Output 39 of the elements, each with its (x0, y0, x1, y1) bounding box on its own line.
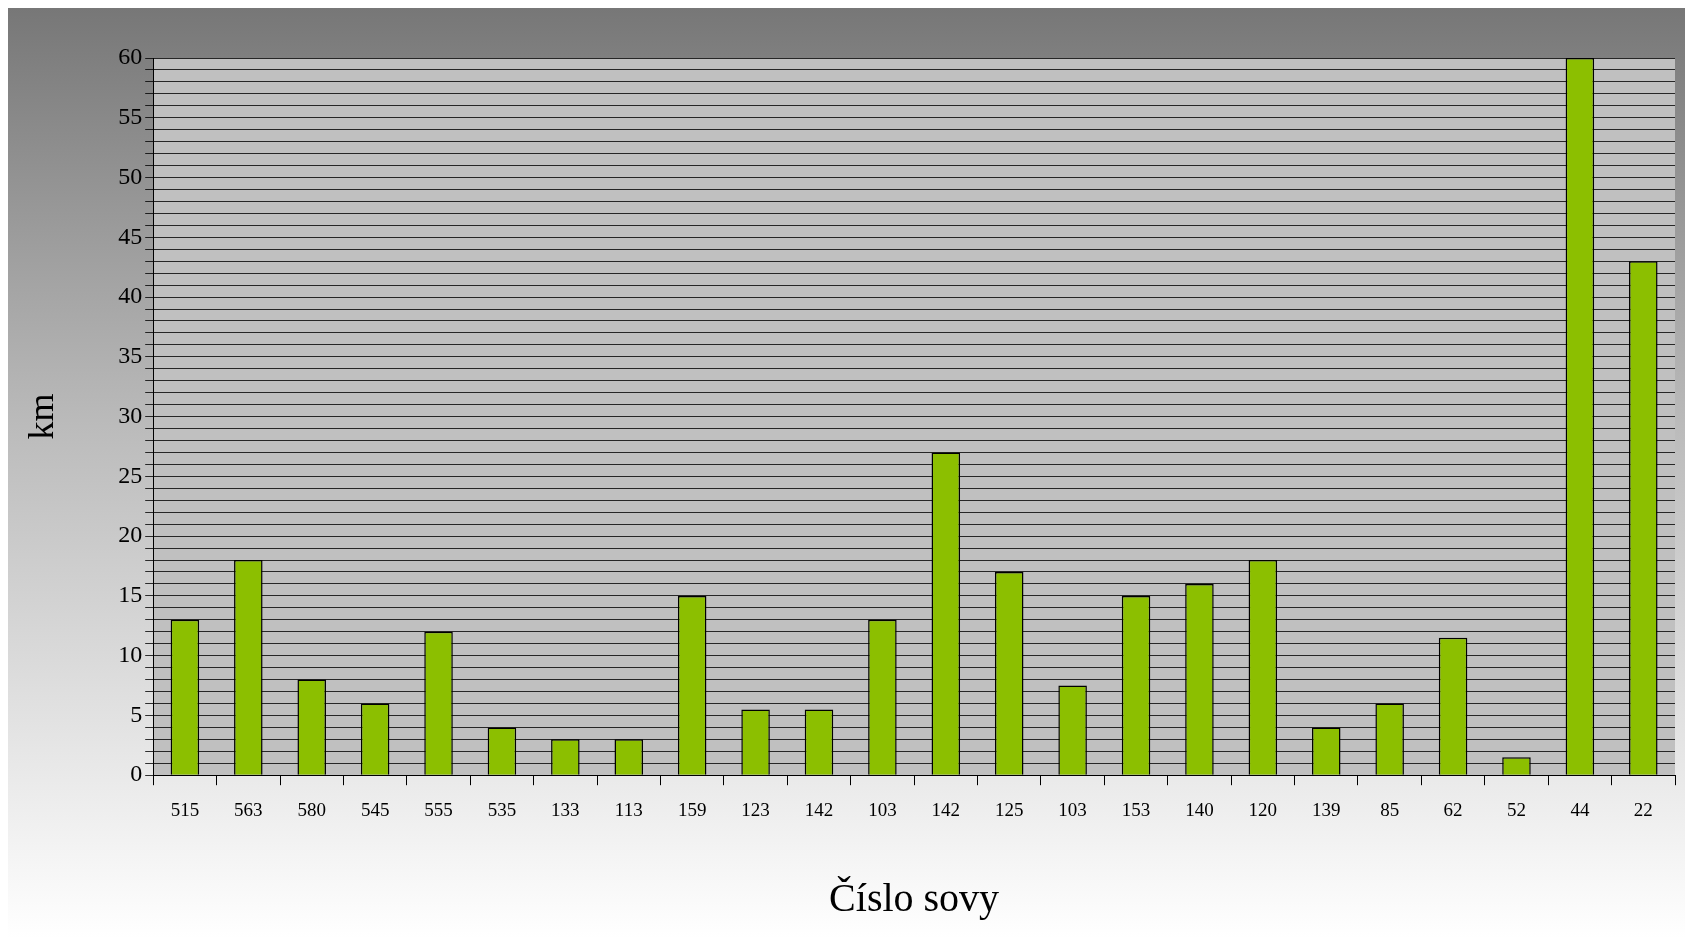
x-axis-title: Číslo sovy (829, 874, 1000, 920)
y-tick-label: 45 (118, 222, 143, 249)
x-tick-label: 113 (614, 798, 643, 820)
x-tick-label: 44 (1570, 798, 1590, 820)
y-tick-label: 0 (130, 760, 143, 787)
x-tick-label: 545 (360, 798, 390, 820)
y-tick-label: 60 (118, 43, 143, 70)
y-tick-label: 25 (118, 461, 143, 488)
y-tick-label: 40 (118, 282, 143, 309)
y-tick-label: 5 (130, 700, 143, 727)
x-tick-label: 22 (1633, 798, 1653, 820)
x-tick-label: 535 (487, 798, 517, 820)
x-tick-label: 52 (1506, 798, 1526, 820)
x-tick-label: 120 (1248, 798, 1278, 820)
x-tick-label: 62 (1443, 798, 1463, 820)
x-tick-label: 139 (1312, 798, 1341, 820)
x-tick-label: 153 (1121, 798, 1151, 820)
x-tick-label: 103 (868, 798, 897, 820)
x-tick-label: 159 (677, 798, 707, 820)
y-axis-title: km (21, 393, 62, 440)
x-tick-label: 563 (234, 798, 263, 820)
x-tick-label: 515 (170, 798, 200, 820)
y-tick-label: 55 (118, 103, 143, 130)
x-tick-label: 555 (424, 798, 453, 820)
y-tick-label: 35 (118, 342, 143, 369)
x-tick-label: 580 (297, 798, 326, 820)
x-tick-label: 123 (741, 798, 770, 820)
x-tick-label: 142 (931, 798, 961, 820)
x-tick-label: 142 (804, 798, 834, 820)
y-tick-label: 50 (118, 162, 143, 189)
x-tick-label: 85 (1380, 798, 1400, 820)
y-tick-label: 10 (118, 640, 143, 667)
x-tick-label: 140 (1185, 798, 1214, 820)
x-tick-label: 133 (551, 798, 580, 820)
y-tick-label: 30 (118, 401, 143, 428)
x-tick-label: 103 (1058, 798, 1087, 820)
y-tick-label: 15 (118, 581, 143, 608)
x-tick-label: 125 (994, 798, 1024, 820)
y-tick-label: 20 (118, 521, 143, 548)
